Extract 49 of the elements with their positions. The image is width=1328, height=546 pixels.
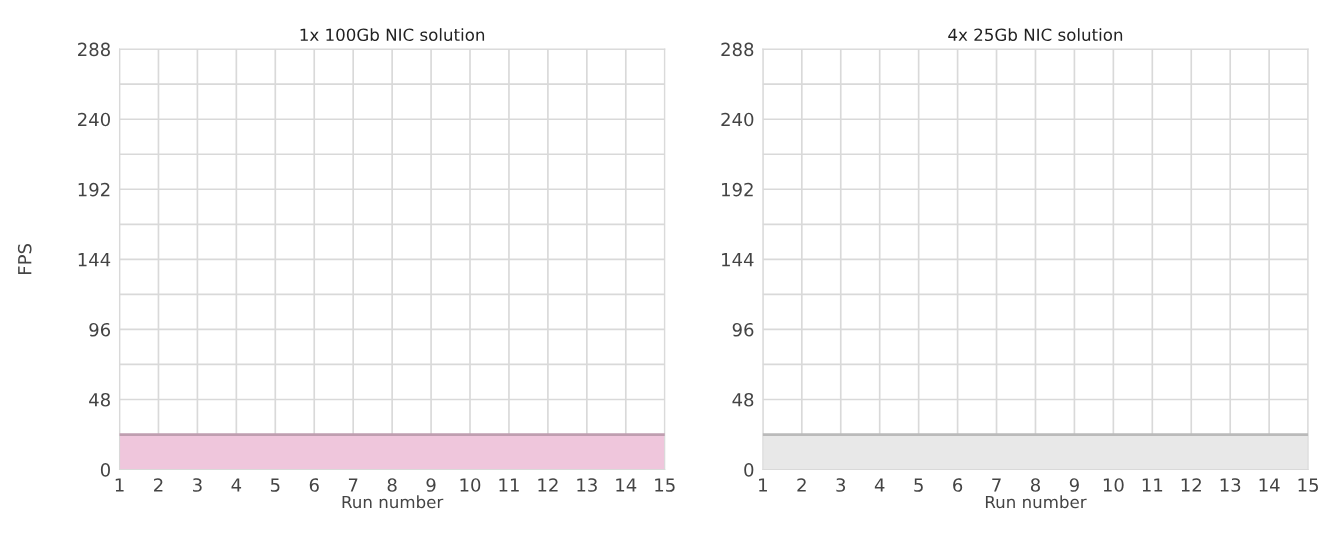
x-tick-label: 11	[499, 478, 519, 492]
x-tick-label: 14	[616, 478, 637, 492]
y-tick-label: 192	[78, 182, 110, 197]
y-tick-label: 144	[78, 253, 111, 267]
x-tick-label: 7	[348, 478, 358, 492]
y-tick-label: 48	[732, 392, 754, 407]
x-tick-label: 8	[1030, 478, 1040, 492]
y-tick-label: 48	[89, 392, 110, 407]
y-tick-label: 288	[721, 42, 754, 57]
x-tick-label: 4	[231, 478, 242, 492]
y-axis-title: FPS	[17, 243, 32, 274]
x-tick-label: 12	[1181, 478, 1201, 492]
x-tick-label: 3	[193, 478, 202, 492]
x-tick-label: 1	[115, 478, 124, 492]
y-tick-label: 192	[722, 182, 753, 197]
y-tick-label: 0	[100, 463, 110, 477]
x-tick-label: 13	[577, 478, 597, 492]
x-tick-label: 8	[387, 478, 397, 492]
y-tick-label: 240	[78, 112, 110, 127]
y-tick-label: 240	[721, 112, 754, 127]
chart-title: 1x 100Gb NIC solution	[300, 28, 485, 42]
y-tick-label: 144	[722, 253, 754, 267]
x-tick-label: 3	[836, 478, 846, 492]
x-axis-title: Run number	[342, 495, 444, 509]
x-tick-label: 14	[1259, 478, 1280, 492]
x-tick-label: 6	[953, 478, 963, 492]
y-tick-label: 0	[744, 463, 754, 477]
x-tick-label: 5	[270, 478, 280, 492]
x-tick-label: 1	[759, 478, 767, 492]
x-tick-label: 7	[992, 478, 1001, 492]
y-tick-label: 96	[732, 322, 754, 337]
x-tick-label: 4	[874, 478, 885, 492]
chart-title: 4x 25Gb NIC solution	[948, 28, 1123, 42]
x-tick-label: 2	[154, 478, 163, 492]
x-tick-label: 9	[1069, 478, 1079, 492]
x-tick-label: 15	[655, 478, 675, 492]
x-tick-label: 2	[797, 478, 806, 492]
y-tick-label: 288	[78, 42, 110, 57]
x-tick-label: 9	[426, 478, 436, 492]
x-tick-label: 13	[1220, 478, 1241, 492]
x-tick-label: 10	[1103, 478, 1124, 492]
x-tick-label: 5	[914, 478, 923, 492]
x-axis-title: Run number	[985, 495, 1087, 509]
x-tick-label: 6	[309, 478, 319, 492]
x-tick-label: 12	[538, 478, 558, 492]
x-tick-label: 10	[460, 478, 481, 492]
x-tick-label: 15	[1298, 478, 1318, 492]
x-tick-label: 11	[1142, 478, 1163, 492]
y-tick-label: 96	[89, 322, 111, 337]
